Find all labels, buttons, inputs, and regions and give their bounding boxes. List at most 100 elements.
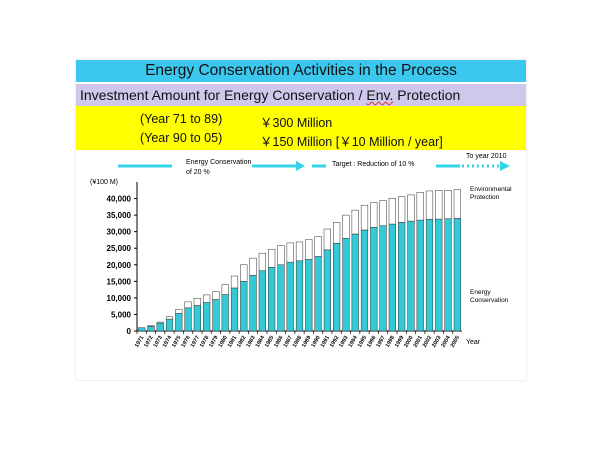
y-tick-label: 20,000: [107, 261, 132, 270]
x-tick-label: 1985: [264, 335, 275, 349]
bar-environmental-protection: [165, 316, 174, 320]
slide-title: Energy Conservation Activities in the Pr…: [76, 60, 526, 82]
x-tick-label: 2005: [450, 335, 461, 349]
bar-environmental-protection: [147, 325, 155, 327]
x-tick-label: 1995: [357, 335, 368, 349]
bar-energy-conservation: [175, 313, 183, 332]
x-tick-label: 1997: [375, 335, 386, 349]
bar-energy-conservation: [258, 270, 266, 332]
bar-energy-conservation: [230, 287, 239, 332]
bar-energy-conservation: [379, 225, 387, 332]
investment-period: (Year 90 to 05): [140, 131, 223, 145]
env-protection-label: Protection: [470, 194, 500, 201]
x-tick-label: 1996: [366, 335, 377, 349]
x-tick-label: 1998: [385, 335, 396, 349]
x-tick-label: 1980: [218, 335, 229, 349]
bar-energy-conservation: [370, 227, 378, 332]
bar-environmental-protection: [230, 275, 239, 289]
x-tick-label: 2003: [431, 335, 442, 349]
subtitle-text-1: Investment Amount for Energy Conservatio…: [80, 87, 367, 103]
y-tick-label: 40,000: [107, 195, 132, 204]
bar-environmental-protection: [388, 197, 396, 225]
x-tick-label: 1981: [227, 335, 238, 349]
bar-environmental-protection: [425, 190, 434, 220]
bar-environmental-protection: [258, 252, 266, 271]
investment-row: (Year 71 to 89) ￥300 Million: [140, 112, 332, 130]
bar-environmental-protection: [351, 209, 359, 235]
x-tick-label: 1975: [171, 335, 182, 349]
energy-conservation-label: Energy: [470, 289, 491, 296]
y-tick-label: 25,000: [107, 244, 132, 253]
x-tick-label: 1978: [199, 335, 210, 349]
annotation-arrows: [118, 161, 510, 171]
energy-conservation-label: Conservation: [470, 297, 509, 304]
bar-environmental-protection: [333, 222, 341, 244]
bar-environmental-protection: [212, 291, 220, 300]
bar-energy-conservation: [156, 322, 164, 332]
x-tick-label: 2000: [403, 335, 414, 349]
bar-energy-conservation: [314, 256, 322, 332]
bar-energy-conservation: [453, 218, 461, 332]
arrow-head: [500, 161, 510, 171]
x-tick-label: 1982: [236, 335, 247, 349]
bar-energy-conservation: [407, 220, 415, 332]
env-protection-label: Environmental: [470, 186, 512, 193]
x-tick-label: 1993: [338, 335, 349, 349]
bar-environmental-protection: [360, 204, 369, 231]
target-annotation: Target : Reduction of 10 %: [332, 161, 415, 168]
x-tick-label: 1994: [348, 334, 360, 348]
y-axis-unit: (¥100 M): [90, 179, 118, 186]
bar-energy-conservation: [342, 238, 350, 332]
bar-energy-conservation: [323, 249, 331, 332]
investment-period: (Year 71 to 89): [140, 112, 223, 126]
y-tick-label: 35,000: [107, 211, 132, 220]
x-tick-label: 1987: [283, 335, 294, 349]
bar-environmental-protection: [407, 194, 415, 222]
bar-environmental-protection: [221, 284, 229, 295]
y-tick-label: 5,000: [111, 310, 132, 319]
bar-energy-conservation: [425, 219, 434, 332]
to-year-annotation: To year 2010: [466, 153, 507, 160]
bar-energy-conservation: [286, 261, 294, 332]
bar-energy-conservation: [212, 299, 220, 332]
bar-energy-conservation: [398, 222, 406, 332]
bar-energy-conservation: [305, 259, 313, 332]
x-tick-label: 1971: [134, 335, 145, 349]
bar-energy-conservation: [240, 281, 248, 332]
bar-environmental-protection: [342, 214, 350, 239]
energy-conservation-annotation: Energy Conservation: [186, 159, 251, 166]
y-tick-label: 0: [127, 327, 132, 336]
x-tick-label: 1974: [162, 334, 174, 348]
bar-energy-conservation: [416, 219, 424, 332]
bar-energy-conservation: [351, 233, 359, 332]
bar-energy-conservation: [184, 307, 192, 332]
bar-environmental-protection: [453, 189, 461, 219]
investment-row: (Year 90 to 05) ￥150 Million [￥10 Millio…: [140, 131, 443, 149]
x-axis-label: Year: [466, 339, 481, 346]
x-tick-label: 1986: [273, 335, 284, 349]
bar-environmental-protection: [314, 236, 322, 257]
bar-energy-conservation: [277, 264, 285, 332]
x-tick-label: 1972: [143, 335, 154, 349]
x-tick-label: 1983: [245, 335, 256, 349]
bar-environmental-protection: [323, 228, 331, 251]
bar-environmental-protection: [435, 190, 443, 220]
x-tick-label: 1984: [255, 334, 267, 348]
bar-environmental-protection: [370, 202, 378, 228]
bar-energy-conservation: [444, 218, 452, 332]
bar-environmental-protection: [156, 321, 164, 324]
bar-energy-conservation: [138, 327, 146, 332]
x-tick-label: 1988: [292, 335, 303, 349]
plot-area: 0 5,000 10,000 15,000 20,000 25,000 30,000 35,0…: [107, 182, 462, 349]
arrow-head: [296, 161, 305, 171]
x-tick-label: 2002: [422, 335, 433, 349]
bar-environmental-protection: [268, 248, 276, 268]
energy-conservation-annotation: of 20 %: [186, 169, 210, 176]
bar-energy-conservation: [360, 229, 369, 332]
bar-environmental-protection: [175, 309, 183, 314]
x-tick-label: 1989: [301, 335, 312, 349]
bar-energy-conservation: [221, 294, 229, 332]
bar-environmental-protection: [398, 196, 406, 223]
bar-environmental-protection: [184, 301, 192, 309]
bar-environmental-protection: [305, 239, 313, 260]
